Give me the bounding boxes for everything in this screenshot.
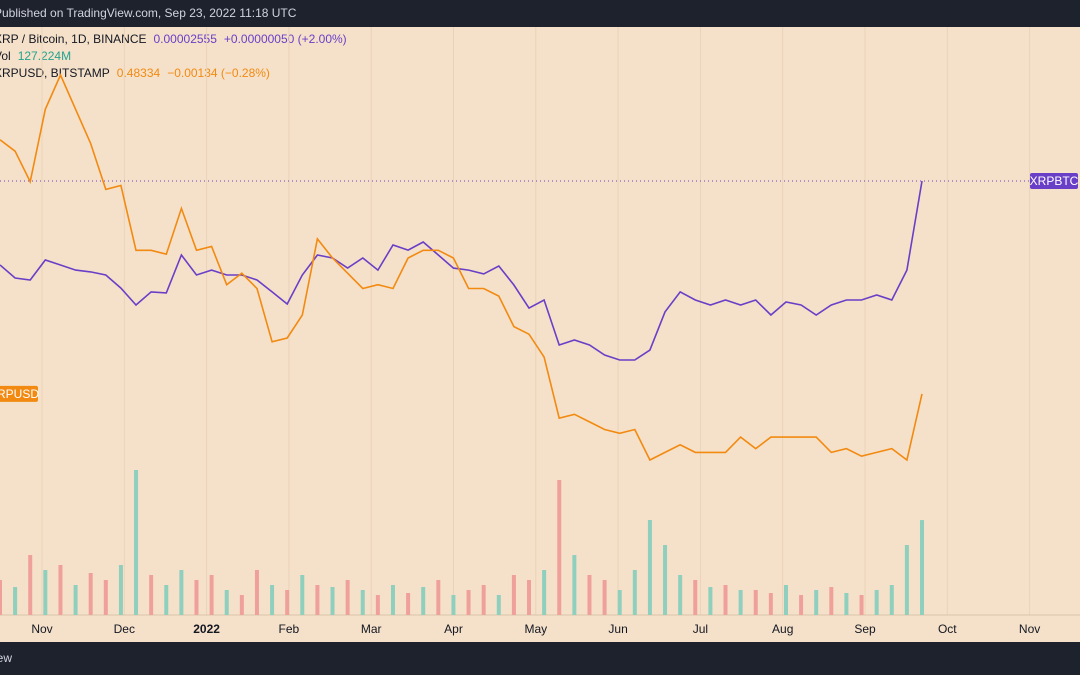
price-tag-label: XRPUSD	[0, 387, 39, 401]
volume-bar	[285, 590, 290, 615]
x-tick-label: Jun	[608, 622, 627, 636]
volume-bar	[375, 595, 380, 615]
volume-bar	[511, 575, 516, 615]
volume-bar	[768, 592, 773, 615]
legend-name: XRPUSD, BITSTAMP	[0, 66, 110, 80]
x-tick-label: May	[524, 622, 547, 636]
legend-row: Vol 127.224M	[0, 49, 71, 63]
legend-value: 0.00002555	[154, 32, 218, 46]
published-text: Published on TradingView.com, Sep 23, 20…	[0, 6, 297, 20]
x-tick-label: Oct	[938, 622, 957, 636]
volume-bar	[844, 592, 849, 615]
volume-bar	[254, 570, 259, 615]
volume-bar	[723, 585, 728, 615]
volume-bar	[149, 575, 154, 615]
volume-bar	[164, 585, 169, 615]
x-tick-label: 2022	[193, 622, 220, 636]
price-tag	[0, 385, 38, 402]
volume-bar	[451, 595, 456, 615]
volume-bar	[28, 555, 33, 615]
volume-bar	[617, 590, 622, 615]
volume-bar	[330, 587, 335, 615]
volume-bar	[421, 587, 426, 615]
x-tick-label: Jul	[693, 622, 708, 636]
volume-bar	[406, 592, 411, 615]
volume-bar	[0, 580, 2, 615]
volume-bar	[88, 572, 93, 615]
volume-bar	[179, 570, 184, 615]
volume-bar	[315, 585, 320, 615]
volume-bar	[647, 520, 652, 615]
volume-bar	[859, 595, 864, 615]
footer-brand: TradingView	[0, 651, 12, 665]
x-tick-label: Nov	[31, 622, 52, 636]
volume-bar	[663, 545, 668, 615]
price-line	[0, 180, 923, 361]
volume-bar	[103, 580, 108, 615]
volume-bar	[783, 585, 788, 615]
x-tick-label: Nov	[1019, 622, 1040, 636]
volume-bar	[542, 570, 547, 615]
legend-name: Vol	[0, 49, 11, 63]
volume-bar	[194, 580, 199, 615]
x-tick-label: Sep	[854, 622, 876, 636]
legend-change: +0.00000050 (+2.00%)	[224, 32, 347, 46]
volume-bar	[708, 587, 713, 615]
x-tick-label: Apr	[444, 622, 463, 636]
volume-bar	[920, 520, 924, 615]
volume-bar	[814, 590, 819, 615]
volume-bar	[58, 565, 63, 615]
volume-bar	[345, 580, 350, 615]
volume-bar	[390, 585, 395, 615]
legend-value: 127.224M	[18, 49, 71, 63]
volume-bar	[557, 480, 562, 615]
legend-row: XRP / Bitcoin, 1D, BINANCE 0.00002555 +0.0…	[0, 32, 347, 46]
volume-bar	[224, 590, 229, 615]
volume-bar	[829, 587, 834, 615]
volume-bar	[360, 590, 365, 615]
volume-bar	[572, 555, 577, 615]
volume-bar	[270, 585, 275, 615]
x-tick-label: Dec	[114, 622, 135, 636]
volume-bar	[436, 580, 441, 615]
volume-bar	[134, 470, 139, 615]
volume-bar	[889, 585, 894, 615]
volume-bar	[753, 590, 758, 615]
top-bar	[0, 0, 1080, 27]
legend: XRP / Bitcoin, 1D, BINANCE 0.00002555 +0.0…	[0, 32, 347, 80]
legend-change: −0.00134 (−0.28%)	[167, 66, 270, 80]
volume-bar	[799, 595, 804, 615]
legend-value: 0.48334	[117, 66, 161, 80]
x-tick-label: Mar	[361, 622, 382, 636]
volume-bar	[738, 590, 743, 615]
volume-bar	[209, 575, 214, 615]
price-tag	[1030, 173, 1078, 189]
volume-bar	[678, 575, 683, 615]
volume-bar	[481, 585, 486, 615]
volume-bar	[118, 565, 123, 615]
x-tick-label: Feb	[279, 622, 300, 636]
volume-bar	[527, 580, 532, 615]
price-line	[0, 73, 923, 462]
legend-name: XRP / Bitcoin, 1D, BINANCE	[0, 32, 147, 46]
volume-bar	[693, 580, 698, 615]
volume-bar	[73, 585, 78, 615]
volume-bar	[43, 570, 48, 615]
volume-bar	[13, 587, 18, 615]
volume-bar	[496, 595, 501, 615]
volume-bar	[300, 575, 305, 615]
volume-bar	[239, 595, 244, 615]
bottom-bar	[0, 642, 1080, 675]
volume-bar	[904, 545, 909, 615]
volume-bar	[587, 575, 592, 615]
volume-bar	[602, 580, 607, 615]
volume-bar	[874, 590, 879, 615]
x-tick-label: Aug	[772, 622, 793, 636]
price-tag-label: XRPBTC	[1030, 174, 1079, 188]
volume-bar	[632, 570, 637, 615]
volume-bar	[466, 590, 471, 615]
legend-row: XRPUSD, BITSTAMP 0.48334 −0.00134 (−0.28%)	[0, 66, 270, 80]
